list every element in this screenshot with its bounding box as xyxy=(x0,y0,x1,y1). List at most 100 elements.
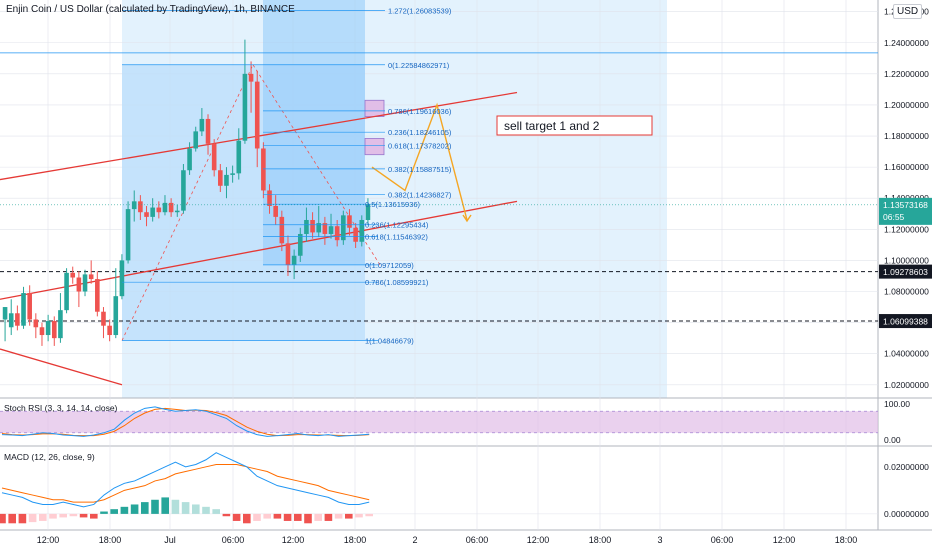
fib-trend-line xyxy=(121,64,254,341)
price-tick-label: 1.02000000 xyxy=(884,380,929,390)
price-level-tag-label: 1.06099388 xyxy=(883,317,928,327)
candle-body xyxy=(88,274,94,280)
macd-histogram-bar xyxy=(314,513,322,521)
fib-level-label: 0(1.22584862971) xyxy=(388,61,450,70)
candle-body xyxy=(131,201,137,210)
candle-body xyxy=(285,243,291,266)
time-tick-label: 18:00 xyxy=(835,535,858,545)
price-tick-label: 1.12000000 xyxy=(884,224,929,234)
macd-histogram-bar xyxy=(141,502,149,514)
time-tick-label: 12:00 xyxy=(527,535,550,545)
price-tick-label: 1.20000000 xyxy=(884,100,929,110)
candle-body xyxy=(211,143,217,171)
candle-body xyxy=(242,73,248,141)
candle-body xyxy=(291,255,297,266)
stoch-k-line xyxy=(1,406,370,437)
channel-line xyxy=(0,348,123,386)
target-box-1 xyxy=(364,99,385,118)
candle-body xyxy=(334,226,340,241)
macd-line xyxy=(1,452,370,508)
fib-level-label: 0.236(1.12295434) xyxy=(365,221,429,230)
target-box-2 xyxy=(364,137,385,156)
candle-body xyxy=(273,205,278,217)
macd-histogram-bar xyxy=(253,513,261,521)
macd-histogram-bar xyxy=(79,513,88,518)
currency-button[interactable]: USD xyxy=(893,4,923,19)
macd-histogram-bar xyxy=(192,504,200,514)
candle-body xyxy=(113,296,119,336)
macd-histogram-bar xyxy=(355,513,363,518)
macd-histogram-bar xyxy=(28,513,37,523)
macd-histogram-bar xyxy=(161,497,169,514)
candle-body xyxy=(359,219,365,242)
macd-histogram-bar xyxy=(110,509,118,514)
macd-histogram-bar xyxy=(0,513,6,524)
candle-body xyxy=(144,212,149,217)
candle-body xyxy=(95,279,100,312)
candle-body xyxy=(310,219,315,233)
candle-body xyxy=(261,148,266,191)
macd-histogram-bar xyxy=(8,513,16,524)
candle-body xyxy=(230,173,235,175)
time-tick-label: 3 xyxy=(657,535,662,545)
candle-body xyxy=(248,73,254,82)
macd-histogram-bar xyxy=(304,513,312,524)
candle-body xyxy=(58,310,63,339)
candle-body xyxy=(27,293,32,320)
stoch-rsi-label: Stoch RSI (3, 3, 14, 14, close) xyxy=(4,403,118,413)
macd-histogram-bar xyxy=(294,513,302,521)
macd-histogram-bar xyxy=(212,509,220,514)
macd-histogram-bar xyxy=(273,513,282,519)
macd-histogram-bar xyxy=(263,513,271,519)
stoch-band xyxy=(0,411,878,433)
time-tick-label: Jul xyxy=(164,535,176,545)
macd-histogram-bar xyxy=(181,502,190,514)
macd-histogram-bar xyxy=(100,511,108,514)
time-tick-label: 12:00 xyxy=(773,535,796,545)
candle-body xyxy=(316,223,322,233)
time-tick-label: 18:00 xyxy=(344,535,367,545)
macd-histogram-bar xyxy=(171,499,180,514)
candle-body xyxy=(150,207,155,217)
time-tick-label: 2 xyxy=(412,535,417,545)
macd-histogram-bar xyxy=(334,513,343,519)
candle-body xyxy=(347,215,352,228)
candle-body xyxy=(51,321,57,339)
candle-body xyxy=(39,327,45,336)
macd-histogram-bar xyxy=(202,506,210,514)
candle-body xyxy=(174,210,180,213)
chart-title: Enjin Coin / US Dollar (calculated by Tr… xyxy=(6,4,295,15)
macd-label: MACD (12, 26, close, 9) xyxy=(4,452,95,462)
macd-histogram-bar xyxy=(151,499,159,514)
candle-body xyxy=(205,118,211,144)
fib-level-label: 0.618(1.17378202) xyxy=(388,142,452,151)
macd-histogram-bar xyxy=(130,504,139,514)
price-level-tag xyxy=(879,314,932,329)
macd-histogram-bar xyxy=(18,513,27,524)
time-tick-label: 12:00 xyxy=(37,535,60,545)
price-level-tag xyxy=(879,264,932,279)
time-tick-label: 06:00 xyxy=(222,535,245,545)
candle-body xyxy=(2,307,8,320)
price-tick-label: 1.22000000 xyxy=(884,69,929,79)
macd-histogram-bar xyxy=(345,513,353,519)
price-tick-label: 1.24000000 xyxy=(884,38,929,48)
fib-level-label: 0.382(1.14236827) xyxy=(388,191,452,200)
price-level-tag-label: 1.09278603 xyxy=(883,267,928,277)
candle-body xyxy=(224,174,229,186)
candle-body xyxy=(341,215,346,241)
candle-body xyxy=(8,313,14,328)
candle-body xyxy=(279,216,285,244)
pattern-arrow xyxy=(462,214,472,223)
fib-level-label: 0.618(1.11546392) xyxy=(365,232,428,241)
candle-body xyxy=(21,293,26,326)
candle-body xyxy=(125,209,131,261)
candle-body xyxy=(328,226,334,234)
time-tick-label: 06:00 xyxy=(711,535,734,545)
last-price-tag xyxy=(879,197,932,225)
candle-body xyxy=(64,272,69,311)
time-tick-label: 12:00 xyxy=(282,535,305,545)
candle-body xyxy=(236,140,242,174)
